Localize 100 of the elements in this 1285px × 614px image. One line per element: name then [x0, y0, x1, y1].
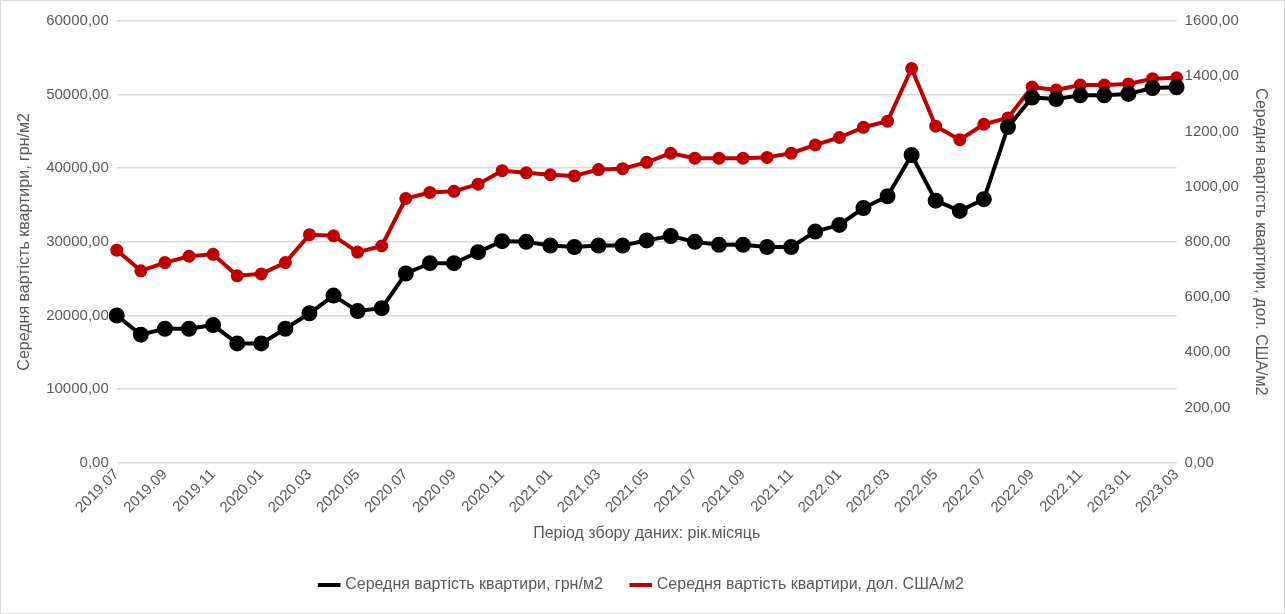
- y-tick-label: 30000,00: [46, 232, 109, 250]
- point: [929, 119, 943, 133]
- point: [879, 188, 896, 205]
- y-tick-label: 60000,00: [46, 11, 109, 29]
- point: [710, 236, 727, 253]
- point: [399, 192, 413, 206]
- point: [712, 151, 726, 165]
- point: [735, 236, 752, 253]
- y2-tick-label: 800,00: [1184, 232, 1231, 250]
- point: [855, 200, 872, 216]
- point: [301, 305, 318, 322]
- point: [325, 287, 342, 304]
- legend-label: Середня вартість квартири, грн/м2: [345, 575, 603, 593]
- point: [686, 233, 703, 250]
- y2-tick-label: 200,00: [1184, 397, 1231, 415]
- y2-axis-title: Середня вартість квартири, дол. США/м2: [1252, 88, 1270, 396]
- point: [566, 239, 583, 256]
- y2-tick-label: 400,00: [1184, 342, 1231, 360]
- point: [1024, 89, 1041, 106]
- point: [975, 191, 992, 208]
- point: [664, 146, 678, 160]
- point: [253, 335, 270, 352]
- point: [760, 150, 774, 164]
- point: [953, 133, 967, 147]
- point: [1120, 85, 1137, 102]
- legend-label: Середня вартість квартири, дол. США/м2: [656, 575, 964, 593]
- point: [616, 162, 630, 176]
- point: [977, 117, 991, 131]
- point: [784, 146, 798, 160]
- point: [831, 216, 848, 233]
- point: [230, 269, 244, 283]
- point: [1072, 87, 1089, 104]
- point: [592, 163, 605, 177]
- point: [518, 233, 535, 250]
- point: [349, 303, 366, 320]
- point: [519, 166, 533, 180]
- point: [397, 265, 414, 282]
- point: [156, 320, 173, 337]
- point: [542, 237, 559, 254]
- point: [1096, 87, 1113, 104]
- y2-tick-label: 1000,00: [1184, 176, 1239, 194]
- y-tick-label: 20000,00: [46, 305, 109, 323]
- point: [638, 232, 655, 249]
- y-tick-label: 50000,00: [46, 84, 109, 102]
- point: [903, 146, 920, 163]
- point: [229, 335, 246, 352]
- y-axis-title: Середня вартість квартири, грн/м2: [15, 112, 33, 371]
- point: [423, 185, 437, 199]
- point: [590, 237, 607, 254]
- point: [132, 326, 149, 343]
- point: [494, 233, 511, 250]
- point: [495, 164, 509, 178]
- y2-tick-label: 1600,00: [1184, 11, 1239, 29]
- point: [688, 151, 702, 165]
- point: [736, 151, 750, 165]
- y2-tick-label: 0,00: [1184, 452, 1214, 470]
- point: [206, 247, 220, 261]
- y2-tick-label: 1200,00: [1184, 121, 1239, 139]
- point: [640, 155, 654, 169]
- point: [158, 256, 172, 270]
- point: [856, 120, 870, 134]
- point: [1048, 91, 1065, 108]
- point: [278, 256, 292, 270]
- y2-tick-label: 1400,00: [1184, 66, 1239, 84]
- point: [1168, 79, 1185, 96]
- point: [421, 255, 438, 272]
- point: [375, 239, 389, 253]
- point: [373, 300, 390, 317]
- point: [905, 61, 919, 75]
- point: [277, 320, 294, 337]
- y-tick-label: 40000,00: [46, 158, 109, 176]
- point: [110, 243, 124, 257]
- point: [662, 227, 679, 244]
- point: [927, 192, 944, 209]
- point: [471, 177, 485, 191]
- point: [205, 317, 222, 334]
- point: [351, 245, 365, 259]
- point: [783, 239, 800, 256]
- point: [807, 223, 824, 240]
- point: [759, 239, 776, 256]
- point: [254, 267, 268, 281]
- y-tick-label: 0,00: [79, 452, 109, 470]
- x-axis-title: Період збору даних: рік.місяць: [533, 523, 761, 541]
- point: [134, 264, 148, 278]
- point: [808, 138, 822, 152]
- point: [327, 229, 341, 243]
- point: [567, 169, 581, 183]
- y-tick-label: 10000,00: [46, 379, 109, 397]
- point: [832, 131, 846, 145]
- y2-tick-label: 600,00: [1184, 287, 1231, 305]
- point: [881, 114, 895, 128]
- point: [614, 237, 631, 254]
- point: [182, 249, 196, 263]
- point: [543, 168, 557, 182]
- point: [951, 202, 968, 219]
- point: [447, 184, 461, 198]
- point: [1144, 80, 1161, 96]
- point: [302, 228, 316, 242]
- point: [999, 119, 1016, 136]
- point: [108, 307, 125, 324]
